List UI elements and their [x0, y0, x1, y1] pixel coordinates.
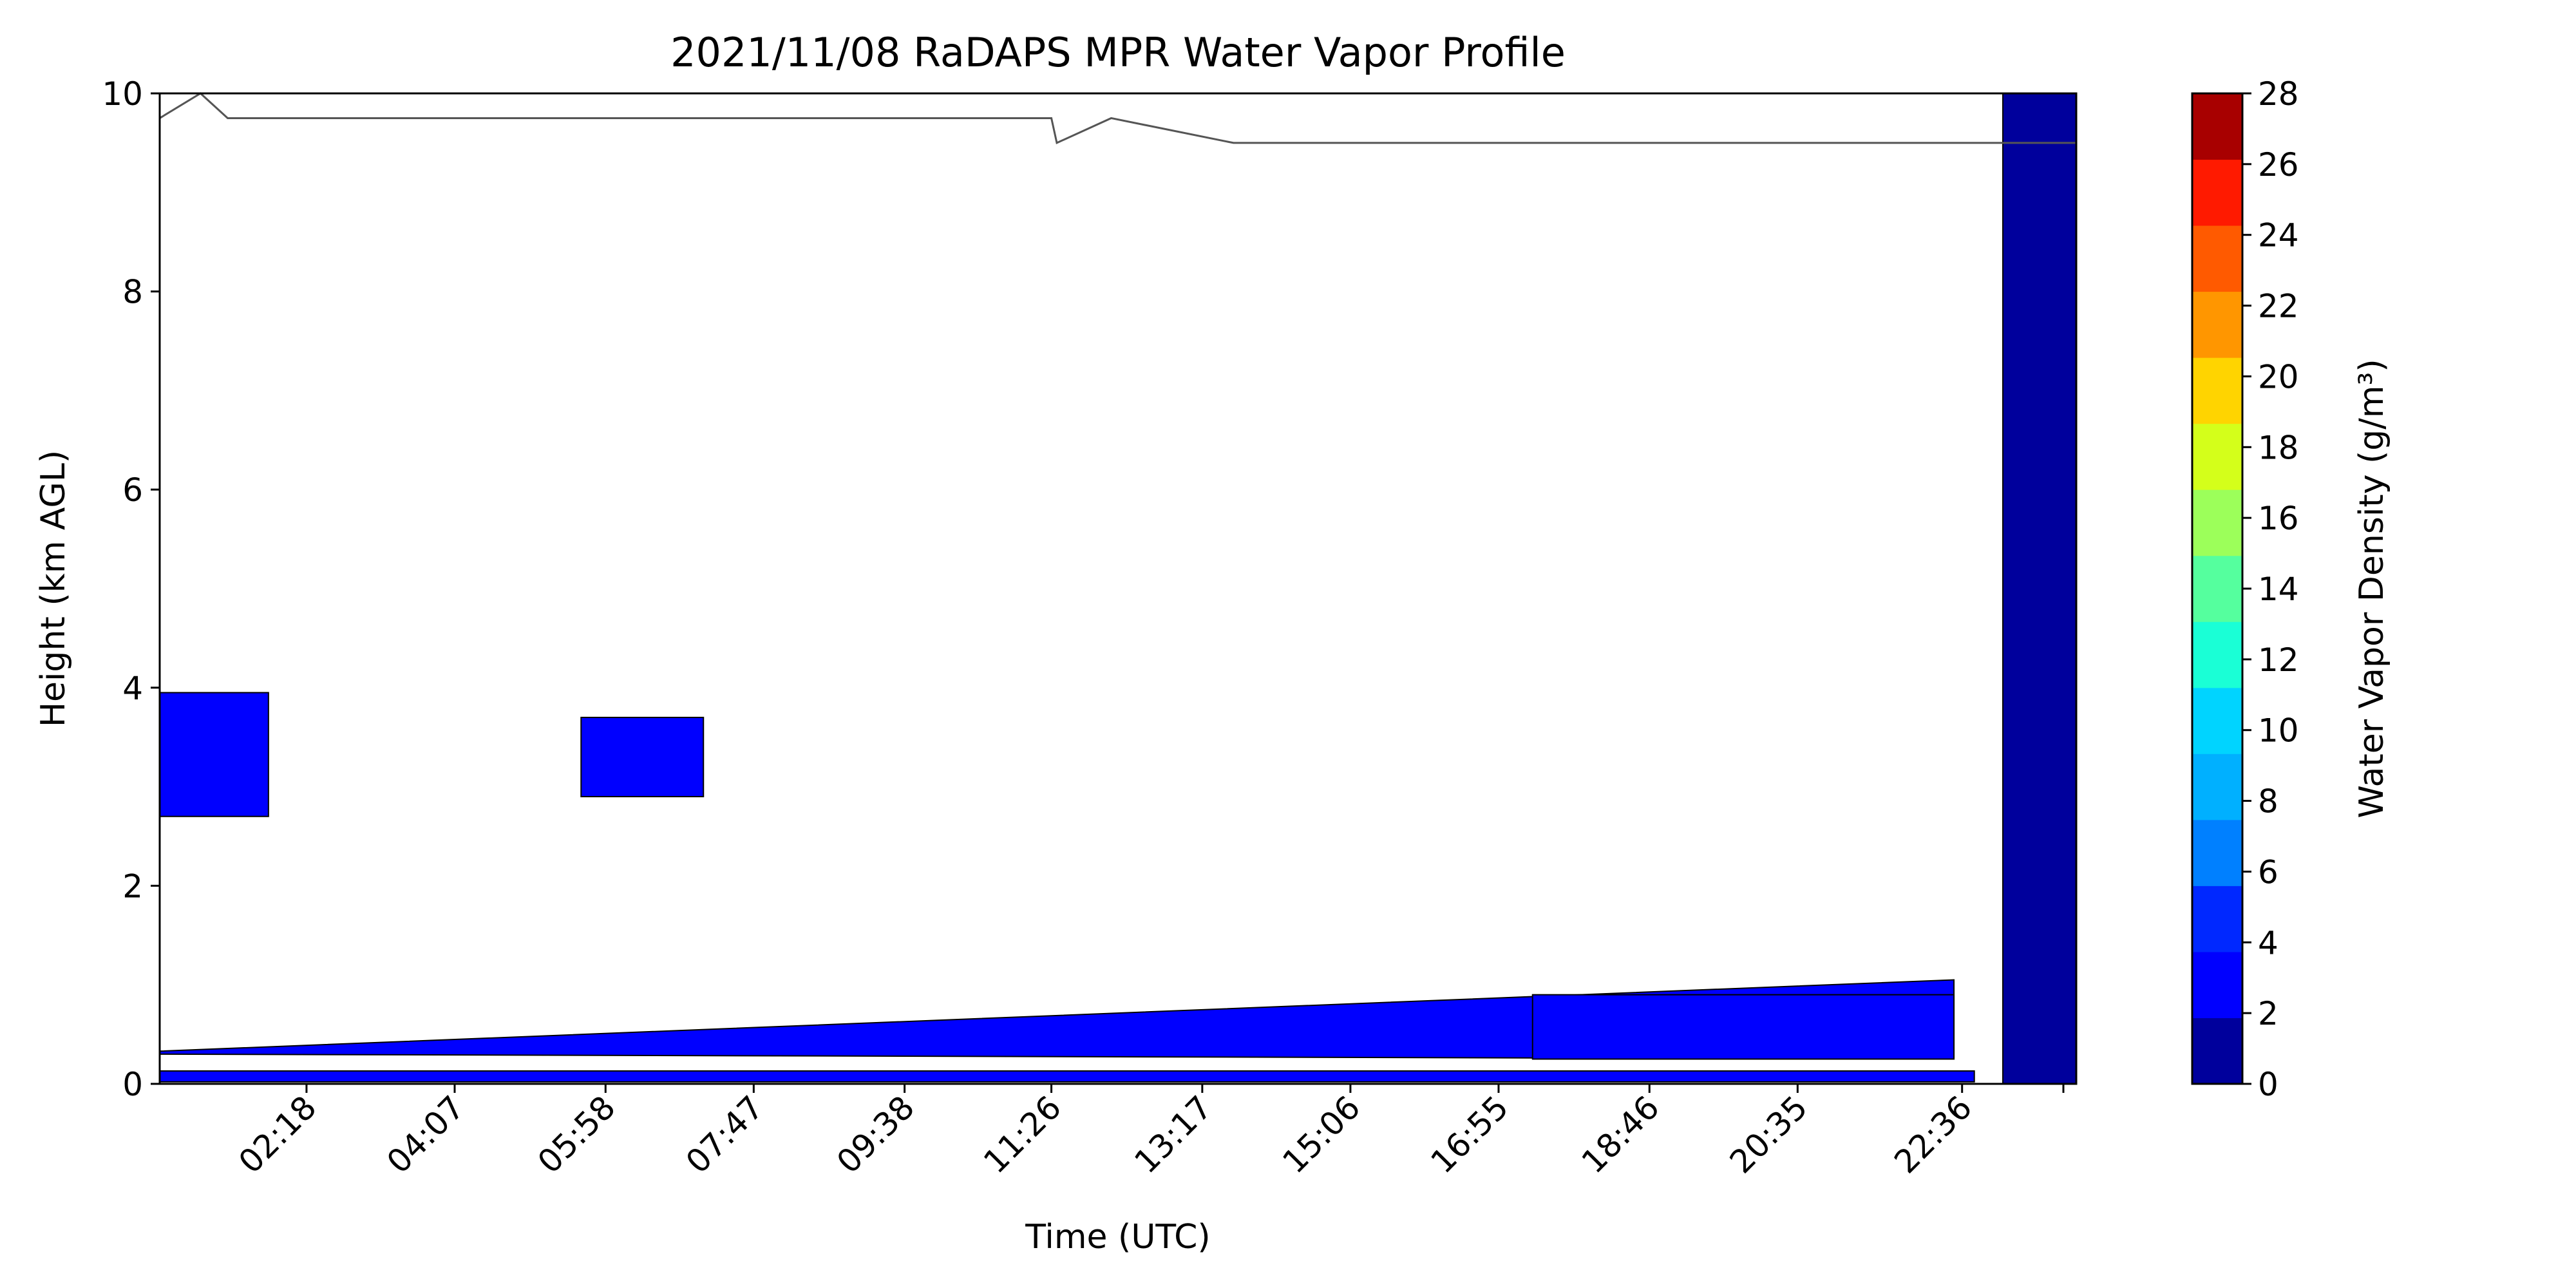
- colorbar-segment: [2192, 687, 2242, 754]
- y-axis: 0 2 4 6 8 10: [102, 75, 160, 1103]
- colorbar-segment: [2192, 225, 2242, 292]
- contour-region: [160, 979, 1955, 1060]
- plot-frame: [158, 92, 2078, 1085]
- y-tick-label: 4: [122, 670, 143, 707]
- colorbar-segment: [2192, 159, 2242, 226]
- x-tick-label: 18:46: [1575, 1088, 1667, 1180]
- colorbar-tick-label: 28: [2258, 75, 2299, 113]
- y-tick-label: 0: [122, 1066, 143, 1103]
- x-tick-label: 22:36: [1887, 1088, 1979, 1180]
- x-tick-label: 11:26: [976, 1088, 1068, 1180]
- colorbar-tick-label: 24: [2258, 217, 2299, 254]
- y-tick-label: 10: [102, 75, 143, 113]
- colorbar-tick-label: 8: [2258, 783, 2278, 820]
- chart-title: 2021/11/08 RaDAPS MPR Water Vapor Profil…: [670, 29, 1566, 76]
- colorbar-segment: [2192, 753, 2242, 820]
- colorbar-tick-label: 20: [2258, 358, 2299, 395]
- colorbar-segment: [2192, 423, 2242, 490]
- colorbar-segment: [2192, 489, 2242, 556]
- colorbar-tick-label: 0: [2258, 1066, 2278, 1103]
- colorbar-segment: [2192, 93, 2242, 160]
- y-axis-label: Height (km AGL): [34, 450, 73, 727]
- colorbar-label: Water Vapor Density (g/m³): [2353, 359, 2391, 818]
- colorbar-tick-label: 10: [2258, 712, 2299, 750]
- colorbar-tick-label: 26: [2258, 146, 2299, 184]
- colorbar-segment: [2192, 357, 2242, 424]
- colorbar-segment: [2192, 819, 2242, 886]
- x-axis: 02:18 04:07 05:58 07:47 09:38 11:26 13:17 15:06…: [232, 1084, 2065, 1180]
- x-tick-label: 09:38: [829, 1088, 922, 1180]
- cloud-base-line: [159, 92, 2076, 145]
- plot-background: [160, 93, 2076, 1084]
- x-tick-label: 13:17: [1127, 1088, 1219, 1180]
- x-tick-label: 20:35: [1723, 1088, 1815, 1180]
- colorbar-tick-label: 14: [2258, 571, 2299, 608]
- contour-region: [160, 1070, 1975, 1083]
- colorbar-tick-label: 4: [2258, 924, 2278, 961]
- colorbar-segment: [2192, 1018, 2242, 1084]
- contour-region: [1531, 994, 1955, 1060]
- colorbar-segment: [2192, 621, 2242, 688]
- x-tick-label: 16:55: [1424, 1088, 1516, 1180]
- y-tick-label: 8: [122, 274, 143, 311]
- x-tick-label: 05:58: [531, 1088, 623, 1180]
- colorbar-tick-label: 2: [2258, 995, 2278, 1032]
- colorbar-tick-label: 12: [2258, 641, 2299, 679]
- contour-region: [160, 692, 269, 817]
- x-axis-label: Time (UTC): [1025, 1218, 1210, 1256]
- contour-region: [580, 716, 705, 797]
- x-tick-label: 02:18: [232, 1088, 324, 1180]
- colorbar-tick-label: 22: [2258, 288, 2299, 325]
- plot-area: [158, 92, 2078, 1085]
- colorbar-segment: [2192, 555, 2242, 622]
- colorbar-segment: [2192, 886, 2242, 952]
- colorbar-segment: [2192, 291, 2242, 358]
- contour-layer: [160, 93, 2076, 1084]
- x-tick-label: 07:47: [679, 1088, 771, 1180]
- colorbar-tick-label: 16: [2258, 500, 2299, 537]
- x-tick-label: 04:07: [380, 1088, 472, 1180]
- colorbar-segment: [2192, 951, 2242, 1018]
- colorbar-tick-label: 6: [2258, 853, 2278, 891]
- y-tick-label: 2: [122, 867, 143, 905]
- y-tick-label: 6: [122, 471, 143, 509]
- x-tick-label: 15:06: [1276, 1088, 1368, 1180]
- colorbar-tick-label: 18: [2258, 429, 2299, 466]
- contour-region: [2002, 93, 2076, 1084]
